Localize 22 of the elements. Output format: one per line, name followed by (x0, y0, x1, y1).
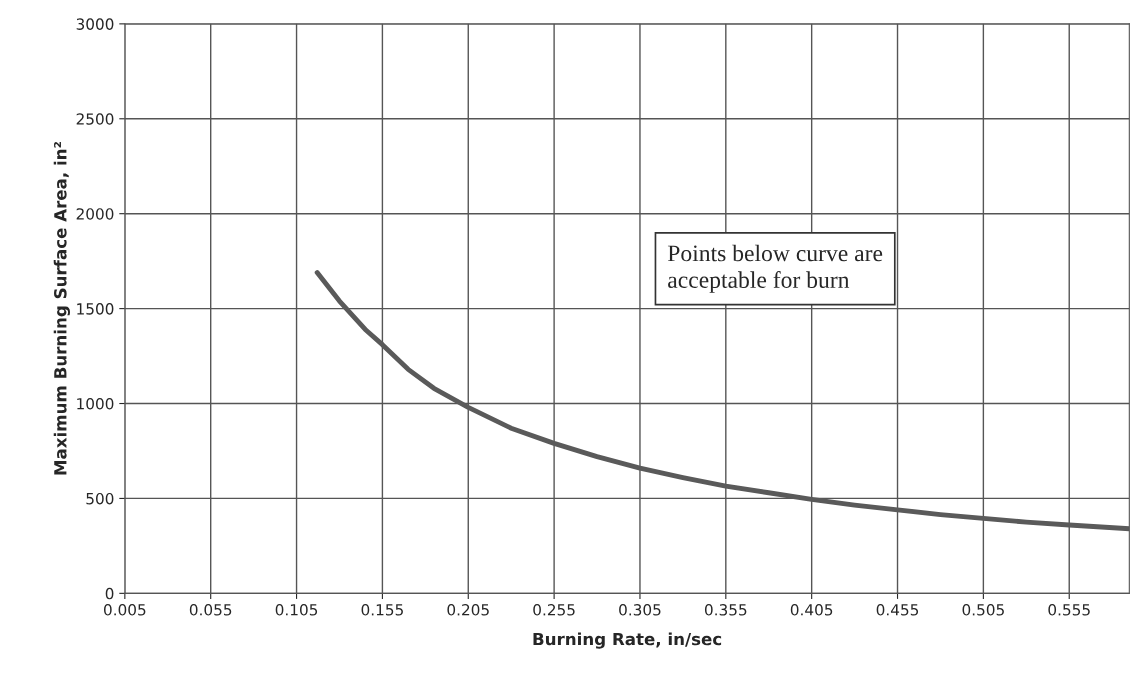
x-tick-label: 0.555 (1048, 604, 1090, 616)
y-tick-label: 2500 (76, 113, 114, 125)
y-tick-label: 1500 (77, 303, 114, 315)
x-tick-label: 0.505 (962, 604, 1004, 616)
x-axis-title: Burning Rate, in/sec (533, 632, 722, 649)
x-tick-label: 0.455 (876, 604, 919, 616)
annotation: Points below curve are acceptable for burn (667, 244, 883, 293)
y-tick-label: 1000 (77, 397, 114, 410)
x-tick-label: 0.405 (790, 604, 833, 616)
y-tick-label: 2000 (76, 208, 114, 220)
x-tick-label: 0.255 (533, 604, 575, 616)
x-tick-label: 0.355 (704, 604, 747, 616)
x-tick-label: 0.205 (447, 604, 489, 616)
y-tick-label: 3000 (76, 18, 114, 30)
x-tick-label: 0.305 (619, 604, 661, 616)
x-tick-label: 0.055 (189, 604, 232, 616)
y-axis-title: Maximum Burning Surface Area, in² (53, 142, 70, 475)
x-tick-label: 0.005 (103, 604, 146, 616)
x-tick-label: 0.155 (361, 604, 403, 616)
y-tick-label: 500 (86, 492, 114, 505)
x-tick-label: 0.105 (275, 604, 318, 616)
y-tick-label: 0 (105, 587, 114, 600)
